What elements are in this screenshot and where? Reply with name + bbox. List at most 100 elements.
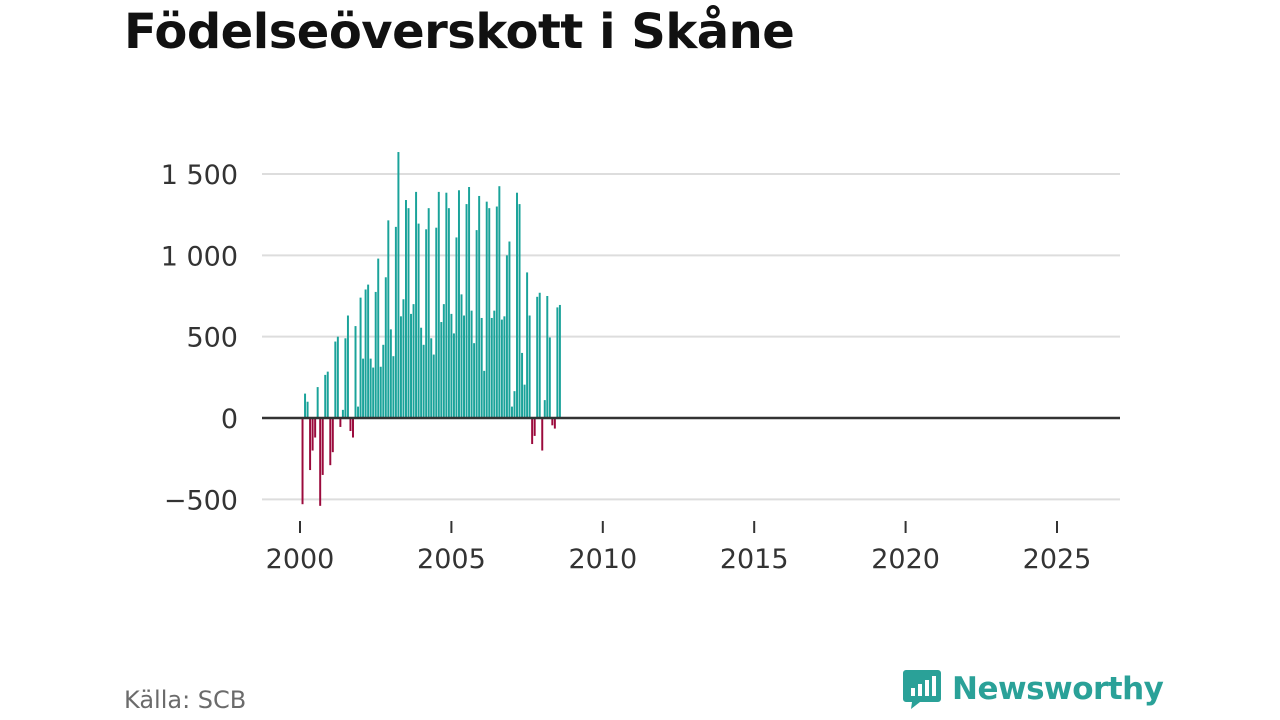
x-tick-label: 2020 (871, 544, 940, 575)
bar (455, 237, 458, 418)
y-tick-label: 1 500 (161, 160, 238, 191)
bar (417, 223, 420, 418)
bar (415, 191, 418, 418)
chart-title: Födelseöverskott i Skåne (124, 4, 795, 60)
bar (362, 358, 365, 418)
bar (372, 367, 375, 418)
bar (357, 406, 360, 418)
bar (352, 418, 354, 438)
bar (349, 418, 352, 432)
x-tick-label: 2010 (568, 544, 637, 575)
bar (359, 297, 362, 418)
bar (538, 292, 541, 418)
bar (382, 344, 385, 418)
bar (314, 418, 317, 438)
bar (440, 322, 443, 418)
bar (488, 208, 491, 418)
bar (528, 315, 531, 418)
bar (430, 338, 433, 418)
bar (311, 418, 314, 451)
bar (442, 304, 445, 418)
bar (478, 195, 481, 418)
bar (402, 299, 405, 418)
bar (498, 186, 501, 418)
bar (405, 200, 407, 418)
x-tick-label: 2025 (1023, 544, 1092, 575)
bar (505, 255, 508, 418)
bar (523, 384, 526, 418)
bar (465, 204, 468, 418)
brand-name: Newsworthy (952, 671, 1164, 707)
x-tick-label: 2005 (417, 544, 486, 575)
bar (531, 418, 534, 445)
bar (556, 307, 559, 418)
bar (331, 418, 334, 453)
bar (319, 418, 322, 506)
x-axis-ticks: 2000 2005 2010 2015 2020 2025 (266, 521, 1092, 575)
bar (336, 336, 339, 418)
bar (339, 418, 342, 427)
bar (389, 329, 392, 418)
bar (384, 277, 387, 418)
bar (306, 401, 309, 418)
bar (510, 406, 513, 418)
bar (399, 316, 402, 418)
bar (447, 208, 450, 418)
bar (508, 241, 511, 418)
bar (463, 315, 465, 418)
bar (475, 230, 478, 418)
bar (309, 418, 312, 471)
bar (543, 400, 546, 418)
bar (541, 418, 544, 451)
bar (392, 356, 395, 418)
bar (407, 208, 410, 418)
bar (364, 289, 367, 418)
brand-logo[interactable]: Newsworthy (902, 668, 1164, 710)
bar (551, 418, 554, 426)
bar (548, 337, 551, 418)
bars (301, 152, 561, 506)
bar (435, 227, 438, 418)
bar (374, 291, 377, 418)
bar (536, 296, 539, 418)
y-axis-ticks: −500 0 500 1 000 1 500 (161, 160, 238, 516)
y-tick-label: 1 000 (161, 241, 238, 272)
bar (468, 187, 471, 418)
bar (473, 343, 476, 418)
bar (379, 366, 382, 418)
bar (344, 338, 347, 418)
bar (326, 371, 329, 418)
bar (321, 418, 324, 475)
bar-chart-speech-icon (903, 670, 941, 709)
bar (457, 190, 460, 418)
bar (521, 352, 524, 418)
bar (346, 315, 349, 418)
bar (558, 304, 561, 418)
bar (445, 192, 448, 418)
bar (513, 391, 516, 418)
bar (533, 418, 536, 436)
bar (420, 327, 423, 418)
bar (495, 206, 498, 418)
bar (427, 208, 430, 418)
bar (516, 192, 518, 418)
bar (301, 418, 304, 505)
bar (500, 319, 503, 418)
bar (432, 354, 435, 418)
bar (490, 317, 493, 418)
bar (304, 393, 307, 418)
bar (397, 152, 400, 419)
bar (410, 313, 413, 418)
bar (450, 313, 453, 418)
y-tick-label: −500 (164, 485, 238, 516)
bar (354, 326, 357, 418)
bar (341, 409, 344, 418)
x-tick-label: 2000 (266, 544, 335, 575)
bar (412, 304, 415, 418)
bar (485, 201, 488, 418)
bar (480, 317, 483, 418)
bar (367, 284, 370, 418)
bar (324, 374, 327, 418)
bar (483, 370, 486, 418)
